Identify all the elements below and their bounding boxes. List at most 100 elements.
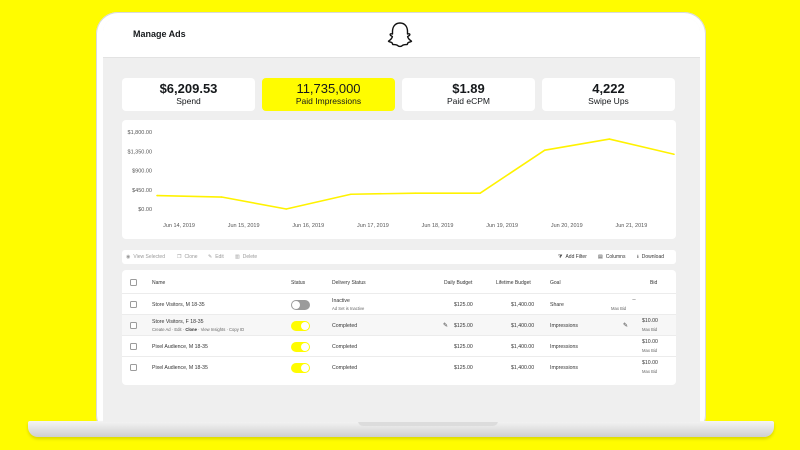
clone-link[interactable]: Clone — [185, 327, 197, 332]
view-insights-link[interactable]: View Insights — [200, 327, 226, 332]
add-filter-button[interactable]: ⧩ Add Filter — [558, 254, 587, 260]
header-lifetime-budget[interactable]: Lifetime Budget — [496, 280, 531, 286]
ad-name[interactable]: Store Visitors, M 18-35 — [152, 302, 205, 308]
clone-label: Clone — [184, 254, 198, 260]
edit-button[interactable]: ✎ Edit — [208, 254, 224, 260]
status-toggle[interactable] — [291, 321, 310, 331]
bid-label: Max Bid — [642, 327, 658, 332]
bid-label: Max Bid — [642, 369, 658, 374]
table-row[interactable]: Pixel Audience, M 18-35 Completed $125.0… — [122, 336, 676, 357]
data-point[interactable] — [156, 194, 158, 197]
data-point[interactable] — [673, 153, 675, 156]
row-checkbox[interactable] — [130, 343, 137, 350]
header-delivery-status[interactable]: Delivery Status — [332, 280, 366, 286]
clone-button[interactable]: ❐ Clone — [177, 254, 198, 260]
edit-label: Edit — [215, 254, 224, 260]
toggle-knob — [301, 364, 309, 372]
header-name[interactable]: Name — [152, 280, 166, 286]
stat-value: $6,209.53 — [159, 81, 218, 96]
row-actions: Create Ad · Edit · Clone · View Insights… — [152, 327, 245, 332]
y-tick-label: $1,800.00 — [128, 130, 152, 136]
goal: Impressions — [550, 323, 578, 329]
row-checkbox[interactable] — [130, 301, 137, 308]
lifetime-budget: $1,400.00 — [511, 323, 535, 329]
x-tick-label: Jun 16, 2019 — [292, 223, 324, 229]
stat-label: Paid Impressions — [295, 96, 362, 106]
delivery-status: Completed — [332, 365, 358, 371]
stat-value: 4,222 — [592, 81, 625, 96]
data-point[interactable] — [414, 192, 417, 194]
daily-budget: $125.00 — [454, 302, 473, 308]
impressions-chart: $1,800.00 $1,350.00 $900.00 $450.00 $0.00 Jun… — [128, 130, 700, 229]
x-tick-label: Jun 17, 2019 — [357, 223, 389, 229]
stat-card-paid-ecpm[interactable]: $1.89 Paid eCPM — [402, 78, 535, 111]
stat-card-spend[interactable]: $6,209.53 Spend — [122, 78, 255, 111]
ad-name[interactable]: Store Visitors, F 18-35 — [152, 319, 204, 325]
bid-value: $10.00 — [642, 339, 658, 345]
edit-daily-budget-icon[interactable]: ✎ — [443, 323, 449, 329]
data-point[interactable] — [350, 193, 352, 196]
create-ad-link[interactable]: Create Ad — [152, 327, 171, 332]
status-toggle[interactable] — [291, 300, 310, 310]
laptop-notch — [358, 421, 498, 426]
bid-label: Max Bid — [611, 306, 627, 311]
eye-icon: ◉ — [126, 254, 131, 260]
delivery-status: Completed — [332, 323, 358, 329]
download-button[interactable]: ⭳ Download — [637, 254, 664, 262]
daily-budget: $125.00 — [454, 365, 473, 371]
data-point[interactable] — [543, 149, 546, 151]
columns-button[interactable]: ▤ Columns — [598, 254, 625, 260]
edit-bid-icon[interactable]: ✎ — [623, 323, 629, 329]
lifetime-budget: $1,400.00 — [511, 365, 535, 371]
bid-value: -- — [632, 297, 636, 303]
data-point[interactable] — [285, 208, 288, 210]
y-tick-label: $900.00 — [132, 169, 152, 175]
laptop-base — [28, 421, 774, 437]
stat-card-swipe-ups[interactable]: 4,222 Swipe Ups — [542, 78, 675, 111]
toggle-knob — [301, 322, 309, 330]
header-daily-budget[interactable]: Daily Budget — [444, 280, 473, 286]
header-bid[interactable]: Bid — [650, 280, 658, 286]
table-row[interactable]: Pixel Audience, M 18-35 Completed $125.0… — [122, 357, 676, 378]
table-header: Name Status Delivery Status Daily Budget… — [122, 270, 676, 294]
stat-label: Paid eCPM — [447, 96, 490, 106]
stat-value: $1.89 — [452, 81, 485, 96]
ad-name[interactable]: Pixel Audience, M 18-35 — [152, 344, 208, 350]
app-screen: Manage Ads $6,209.53 Spend 11,735,000 Pa… — [103, 18, 700, 422]
y-tick-label: $1,350.00 — [128, 149, 152, 155]
lifetime-budget: $1,400.00 — [511, 302, 535, 308]
data-point[interactable] — [479, 192, 481, 194]
status-toggle[interactable] — [291, 342, 310, 352]
table-row[interactable]: Store Visitors, M 18-35 Inactive Ad Set … — [122, 294, 676, 315]
columns-label: Columns — [605, 254, 626, 260]
top-bar: Manage Ads — [103, 18, 700, 58]
goal: Impressions — [550, 344, 578, 350]
status-toggle[interactable] — [291, 363, 310, 373]
delete-button[interactable]: ▥ Delete — [235, 254, 257, 260]
row-checkbox[interactable] — [130, 364, 137, 371]
table-row[interactable]: Store Visitors, F 18-35 Create Ad · Edit… — [122, 315, 676, 336]
header-goal[interactable]: Goal — [550, 280, 561, 286]
x-tick-label: Jun 21, 2019 — [615, 223, 647, 229]
data-point[interactable] — [220, 196, 223, 198]
select-all-checkbox[interactable] — [130, 279, 137, 286]
view-selected-button[interactable]: ◉ View Selected — [126, 254, 165, 260]
row-checkbox[interactable] — [130, 322, 137, 329]
stat-card-paid-impressions[interactable]: 11,735,000 Paid Impressions — [262, 78, 395, 111]
bid-value: $10.00 — [642, 360, 658, 366]
ads-table: Name Status Delivery Status Daily Budget… — [122, 270, 676, 385]
copy-id-link[interactable]: Copy ID — [229, 327, 245, 332]
data-point[interactable] — [608, 138, 611, 140]
header-status[interactable]: Status — [291, 280, 306, 286]
page-title: Manage Ads — [133, 29, 186, 39]
ad-name[interactable]: Pixel Audience, M 18-35 — [152, 365, 208, 371]
trash-icon: ▥ — [235, 254, 240, 260]
pencil-icon: ✎ — [208, 254, 213, 260]
snapchat-ghost-icon[interactable] — [387, 21, 413, 51]
download-label: Download — [641, 254, 665, 260]
x-tick-label: Jun 19, 2019 — [486, 223, 518, 229]
chart-card: $1,800.00 $1,350.00 $900.00 $450.00 $0.00 Jun… — [122, 120, 700, 239]
edit-link[interactable]: Edit — [174, 327, 182, 332]
stat-label: Swipe Ups — [588, 96, 629, 106]
bid-label: Max Bid — [642, 348, 658, 353]
